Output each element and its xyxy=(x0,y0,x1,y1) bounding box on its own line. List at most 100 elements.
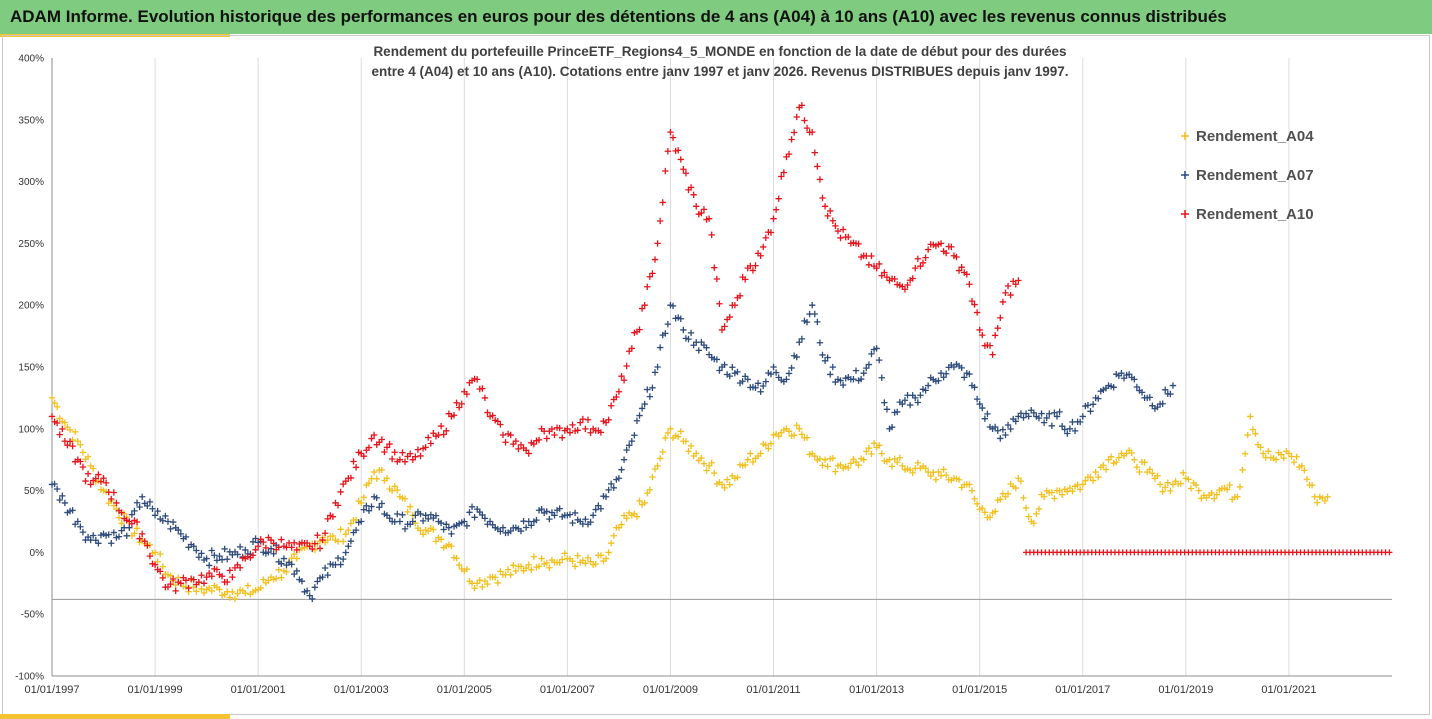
rendement-a04-point xyxy=(574,552,581,559)
rendement-a07-point xyxy=(734,368,741,376)
rendement-a04-point xyxy=(494,579,502,587)
rendement-a04-point xyxy=(1017,477,1025,485)
rendement-a07-point xyxy=(628,437,636,445)
rendement-a10-point xyxy=(904,281,911,289)
rendement-a04-point xyxy=(991,508,999,515)
rendement-a04-point xyxy=(1113,458,1120,466)
rendement-a04-point xyxy=(587,558,594,565)
rendement-a07-point xyxy=(159,517,167,524)
rendement-a04-point xyxy=(986,514,994,521)
rendement-a10-point xyxy=(445,410,453,417)
rendement-a10-point xyxy=(760,243,767,251)
rendement-a04-point xyxy=(973,500,981,507)
rendement-a04-point xyxy=(522,564,530,572)
rendement-a07-point xyxy=(875,356,883,364)
rendement-a10-point xyxy=(669,134,677,141)
rendement-a07-point xyxy=(412,512,419,519)
rendement-a04-point xyxy=(1249,426,1257,433)
rendement-a07-point xyxy=(363,502,370,509)
rendement-a07-point xyxy=(51,480,58,488)
rendement-a07-point xyxy=(533,516,540,524)
rendement-a10-point xyxy=(414,446,422,453)
rendement-a07-point xyxy=(391,518,398,526)
rendement-a07-point xyxy=(623,446,630,454)
rendement-a10-point xyxy=(749,267,757,274)
rendement-a10-point xyxy=(674,147,682,154)
y-tick-label: 250% xyxy=(18,239,44,250)
rendement-a07-point xyxy=(1002,431,1009,439)
rendement-a10-point xyxy=(613,393,620,401)
rendement-a10-point xyxy=(837,234,844,242)
rendement-a07-point xyxy=(868,350,875,358)
rendement-a10-point xyxy=(350,458,357,465)
rendement-a07-point xyxy=(1007,425,1014,433)
rendement-a07-point xyxy=(865,361,873,368)
rendement-a10-point xyxy=(584,416,592,423)
rendement-a10-point xyxy=(644,283,651,290)
rendement-a04-point xyxy=(816,455,824,463)
rendement-a07-point xyxy=(517,527,525,535)
rendement-a07-point xyxy=(546,515,553,523)
rendement-a10-point xyxy=(775,195,782,202)
rendement-a07-point xyxy=(1051,409,1058,416)
rendement-a10-point xyxy=(729,302,736,309)
rendement-a10-point xyxy=(484,409,491,416)
rendement-a10-point xyxy=(195,578,203,586)
rendement-a10-point xyxy=(626,348,633,355)
rendement-a07-point xyxy=(620,456,628,463)
rendement-a07-point xyxy=(133,499,141,506)
rendement-a04-point xyxy=(592,560,599,568)
rendement-a04-point xyxy=(896,454,904,461)
rendement-a04-point xyxy=(1136,468,1143,476)
rendement-a07-point xyxy=(355,519,362,526)
rendement-a10-point xyxy=(736,292,744,300)
rendement-a07-point xyxy=(123,532,130,540)
rendement-a10-point xyxy=(291,539,298,546)
rendement-a04-point xyxy=(1185,476,1192,483)
rendement-a07-point xyxy=(618,466,625,473)
rendement-a04-point xyxy=(1252,430,1259,438)
rendement-a04-point xyxy=(741,461,749,469)
y-tick-label: 150% xyxy=(18,363,44,374)
rendement-a07-point xyxy=(914,399,922,406)
rendement-a10-point xyxy=(654,240,661,247)
rendement-a07-point xyxy=(499,524,507,531)
rendement-a07-point xyxy=(316,574,324,582)
rendement-a04-point xyxy=(198,585,205,593)
rendement-a10-point xyxy=(412,453,419,460)
rendement-a07-point xyxy=(754,380,762,387)
y-tick-label: 100% xyxy=(18,424,44,435)
rendement-a10-point xyxy=(224,578,231,586)
header-bar: ADAM Informe. Evolution historique des p… xyxy=(0,0,1432,34)
rendement-a07-point xyxy=(909,392,916,399)
rendement-a04-point xyxy=(832,468,839,475)
rendement-a10-point xyxy=(254,543,262,550)
rendement-a10-point xyxy=(994,324,1001,332)
rendement-a04-point xyxy=(275,566,282,574)
rendement-a10-point xyxy=(989,351,996,358)
rendement-a04-point xyxy=(1296,463,1303,471)
rendement-a04-point xyxy=(829,455,837,462)
rendement-a04-point xyxy=(51,399,58,407)
rendement-a04-point xyxy=(1102,466,1110,473)
rendement-a04-point xyxy=(1115,454,1123,461)
rendement-a07-point xyxy=(649,384,656,392)
rendement-a10-point xyxy=(834,227,842,235)
rendement-a04-point xyxy=(623,515,630,522)
rendement-a07-point xyxy=(569,519,576,527)
rendement-a07-point xyxy=(347,538,355,545)
rendement-a10-point xyxy=(406,450,414,457)
rendement-a07-point xyxy=(626,442,633,449)
rendement-a10-point xyxy=(535,436,543,444)
rendement-a10-point xyxy=(507,431,514,439)
rendement-a10-point xyxy=(976,326,983,334)
rendement-a07-point xyxy=(187,541,195,548)
rendement-a04-point xyxy=(700,460,708,467)
rendement-a04-point xyxy=(71,428,79,436)
rendement-a07-point xyxy=(762,378,770,385)
rendement-a10-point xyxy=(453,399,460,406)
rendement-a07-point xyxy=(463,522,471,530)
rendement-a07-point xyxy=(680,326,687,334)
rendement-a07-point xyxy=(79,528,87,536)
rendement-a07-point xyxy=(1046,410,1053,417)
